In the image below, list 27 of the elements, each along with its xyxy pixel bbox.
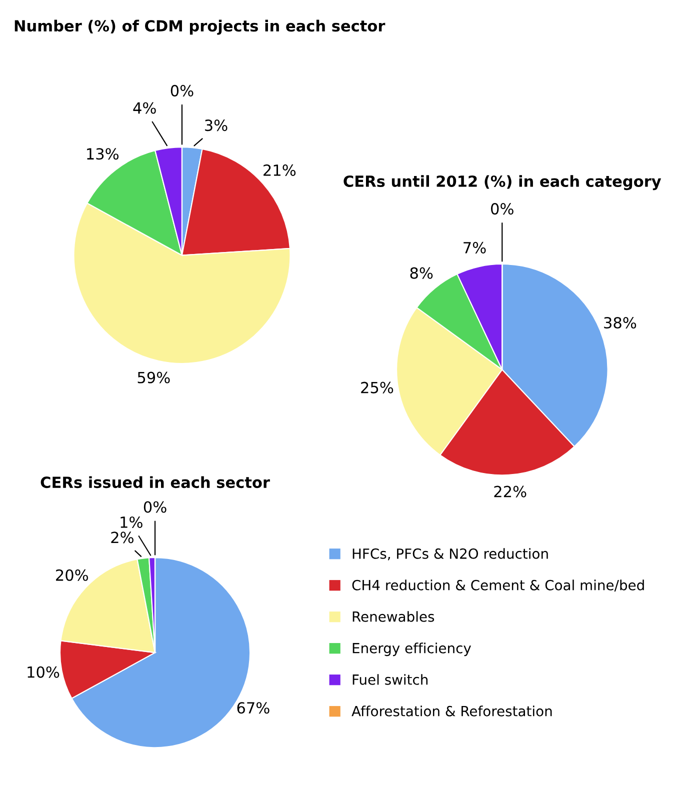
data-label: 2% — [111, 532, 134, 544]
data-label: 7% — [464, 242, 486, 254]
data-label: 38% — [604, 316, 636, 329]
text: 0% — [144, 501, 166, 513]
data-label: 25% — [361, 382, 394, 394]
data-label: 22% — [494, 486, 526, 498]
data-label: 4% — [133, 102, 156, 114]
data-label: 8% — [410, 267, 433, 279]
legend-label: Renewables — [352, 611, 434, 622]
chart-title: CERs issued in each sector — [40, 476, 270, 488]
legend-label: CH4 reduction & Cement & Coal mine/bed — [352, 580, 644, 592]
data-label: 13% — [87, 148, 119, 160]
data-label: 10% — [28, 666, 60, 678]
data-label: 1% — [120, 516, 142, 528]
data-label: 59% — [138, 372, 170, 384]
data-label: 67% — [237, 702, 270, 714]
chart-title: CERs until 2012 (%) in each category — [344, 175, 662, 190]
data-label: 21% — [264, 164, 296, 176]
legend-label: Afforestation & Reforestation — [352, 706, 552, 716]
legend-label: HFCs, PFCs & N2O reduction — [352, 548, 548, 560]
data-label: 3% — [205, 120, 228, 132]
chart-title: Number (%) of CDM projects in each sector — [14, 20, 386, 35]
legend-label: Fuel switch — [352, 674, 428, 685]
text: 0% — [170, 84, 194, 96]
legend-label: Energy efficiency — [352, 642, 472, 656]
data-label: 20% — [56, 569, 88, 581]
text: 0% — [491, 203, 514, 215]
